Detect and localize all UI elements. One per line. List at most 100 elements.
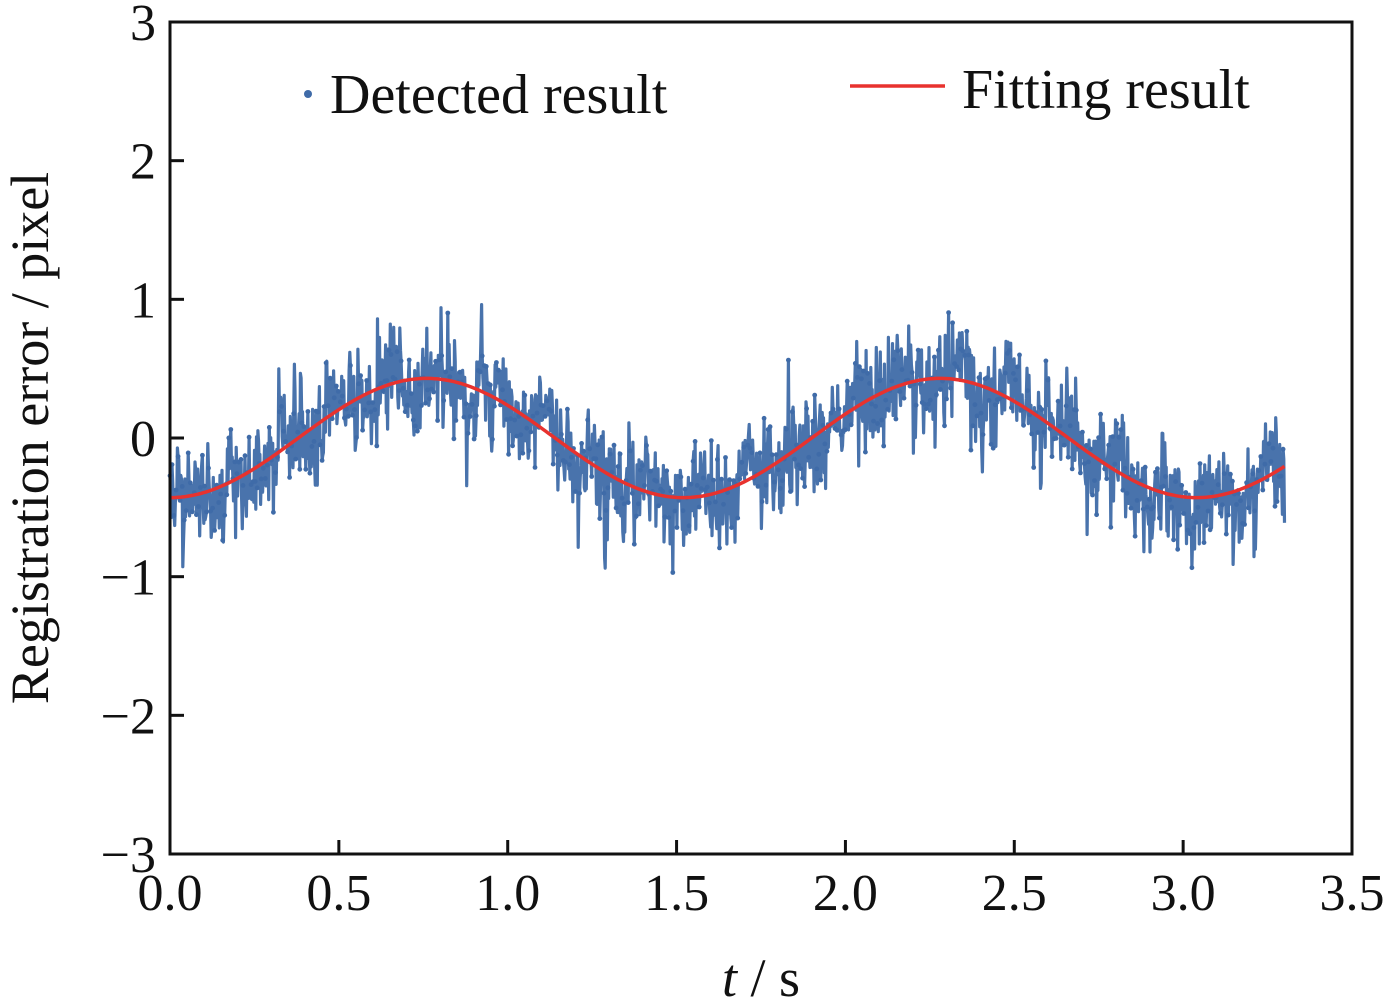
detected-point <box>668 488 674 494</box>
detected-point <box>615 464 621 469</box>
detected-point <box>1122 465 1128 471</box>
detected-point <box>1039 407 1045 412</box>
detected-point <box>569 454 574 460</box>
detected-point <box>595 442 601 448</box>
detected-point <box>798 466 803 471</box>
detected-point <box>948 385 953 391</box>
detected-point <box>1102 466 1108 472</box>
detected-point <box>1104 476 1110 482</box>
detected-point <box>337 399 343 405</box>
fitting-result-line <box>170 376 1286 500</box>
detected-point <box>431 389 436 395</box>
detected-point <box>1035 430 1041 435</box>
detected-point <box>672 508 678 514</box>
y-tick-label: 3 <box>130 0 156 52</box>
y-tick-label: 1 <box>130 272 156 329</box>
detected-point <box>867 381 872 386</box>
detected-point <box>1084 443 1089 448</box>
detected-point <box>1209 489 1215 495</box>
detected-point <box>636 501 641 507</box>
detected-point <box>893 416 899 422</box>
detected-point <box>435 418 440 423</box>
detected-point <box>698 486 704 491</box>
detected-point <box>228 427 234 432</box>
detected-point <box>1219 502 1225 508</box>
detected-point <box>1053 436 1059 441</box>
detected-point <box>901 395 907 401</box>
detected-point <box>1025 388 1030 393</box>
detected-point <box>202 483 207 489</box>
detected-point <box>1021 422 1026 428</box>
detected-point <box>1280 446 1286 452</box>
detected-point <box>617 451 623 457</box>
detected-point <box>1262 461 1268 467</box>
detected-point <box>1088 446 1093 452</box>
detected-point <box>619 495 625 501</box>
detected-point <box>506 451 511 457</box>
detected-point <box>593 456 599 462</box>
x-tick-label: 0.0 <box>138 865 203 922</box>
detected-point <box>962 352 968 358</box>
detected-point <box>305 409 311 414</box>
detected-point <box>599 434 605 440</box>
detected-point <box>254 485 260 491</box>
detected-point <box>378 381 384 386</box>
detected-point <box>281 428 286 434</box>
detected-point <box>899 367 905 372</box>
detected-point <box>1112 461 1118 467</box>
detected-point <box>465 430 471 436</box>
detected-point <box>392 376 398 382</box>
detected-point <box>309 444 315 449</box>
detected-point <box>1142 464 1148 470</box>
detected-point <box>222 512 228 518</box>
detected-point <box>1043 358 1049 364</box>
detected-point <box>824 448 830 454</box>
detected-point <box>567 462 572 467</box>
detected-point <box>386 347 392 353</box>
detected-point <box>1181 511 1187 516</box>
detected-point <box>1086 459 1091 465</box>
detected-point <box>1120 487 1126 493</box>
detected-point <box>844 378 850 384</box>
detected-point <box>1041 429 1047 435</box>
detected-point <box>339 393 345 399</box>
detected-point <box>210 505 216 511</box>
detected-point <box>1078 470 1083 476</box>
detected-point <box>366 400 372 406</box>
detected-point <box>946 310 951 315</box>
detected-point <box>986 398 992 403</box>
detected-point <box>321 404 327 409</box>
detected-point <box>877 378 882 384</box>
detected-point <box>696 504 702 510</box>
detected-point <box>323 360 329 366</box>
detected-point <box>816 451 822 457</box>
detected-point <box>558 431 564 437</box>
detected-point <box>859 376 864 382</box>
detected-point <box>445 310 451 316</box>
detected-point <box>447 374 453 380</box>
x-axis-label: t / s <box>722 948 800 1002</box>
detected-point <box>771 479 777 485</box>
detected-point <box>423 400 428 406</box>
legend-fitting-label: Fitting result <box>962 59 1250 121</box>
detected-point <box>291 411 297 416</box>
detected-point <box>425 387 430 393</box>
detected-point <box>196 504 201 509</box>
detected-point <box>279 404 284 409</box>
x-tick-label: 3.0 <box>1151 865 1216 922</box>
detected-point <box>1274 499 1280 504</box>
detected-point <box>836 406 842 412</box>
detected-point <box>1234 502 1239 507</box>
detected-point <box>451 436 457 442</box>
detected-point <box>711 477 716 483</box>
detected-point <box>597 516 603 521</box>
detected-point <box>1132 533 1138 539</box>
detected-point <box>1150 504 1156 510</box>
detected-point <box>1061 442 1067 448</box>
detected-point <box>319 458 325 463</box>
detected-point <box>966 352 972 358</box>
y-axis-label: Registration error / pixel <box>0 172 60 704</box>
detected-point <box>1011 371 1016 376</box>
detected-point <box>1207 527 1213 533</box>
detected-point <box>1124 490 1130 496</box>
